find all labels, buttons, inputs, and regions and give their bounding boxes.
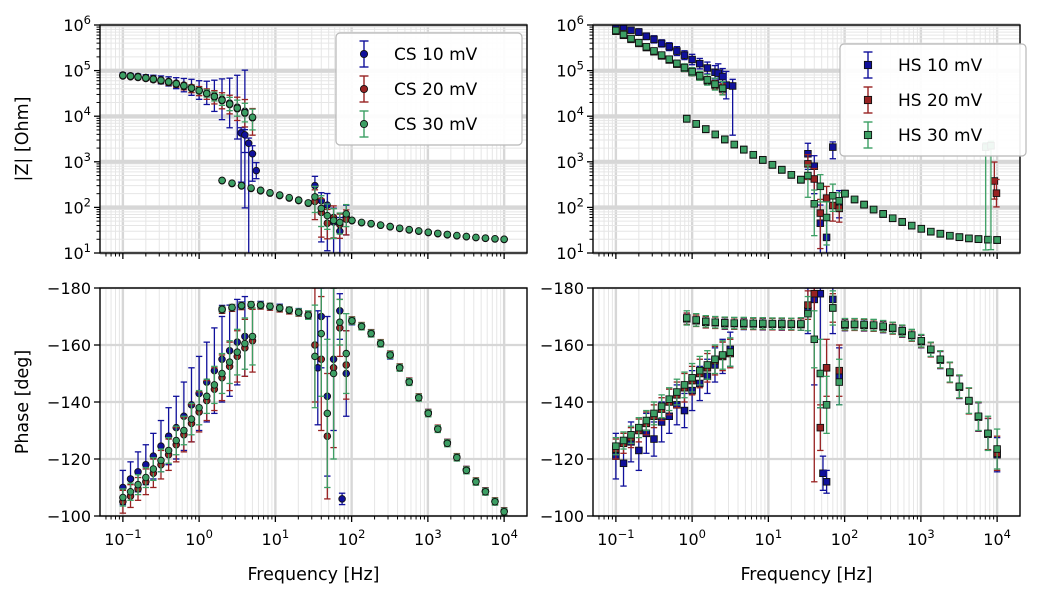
tick-label: 102	[63, 195, 91, 217]
tick-label: 104	[556, 104, 584, 126]
axis-ticks: 106 105 104 103 102 101	[556, 13, 998, 263]
panel-hs_mag: 106 105 104 103 102 101 HS 10 mV HS 20 mV HS 30 …	[556, 13, 1027, 263]
tick-label: 102	[831, 527, 859, 549]
tick-label: −160	[47, 336, 91, 355]
tick-label: −120	[540, 450, 584, 469]
legend-item-label: HS 20 mV	[898, 91, 983, 111]
legend: HS 10 mV HS 20 mV HS 30 mV	[839, 43, 1027, 157]
tick-label: −100	[47, 507, 91, 526]
tick-label: −140	[540, 393, 584, 412]
tick-label: 104	[490, 527, 518, 549]
tick-label: −100	[540, 507, 584, 526]
axis-ticks: 10−1 100 101 102 103 104 −180 −160 −140 −120 −100	[47, 279, 518, 549]
series-cs-30-mv	[119, 288, 508, 516]
tick-label: 102	[338, 527, 366, 549]
legend-item-label: HS 30 mV	[898, 126, 983, 146]
y-axis-label: Phase [deg]	[13, 350, 33, 454]
tick-label: 106	[63, 13, 91, 35]
tick-label: −180	[47, 279, 91, 298]
tick-label: 10−1	[597, 527, 634, 549]
tick-label: 105	[63, 59, 91, 81]
tick-label: 103	[907, 527, 935, 549]
x-axis-label: Frequency [Hz]	[248, 565, 380, 585]
x-axis-label: Frequency [Hz]	[741, 565, 873, 585]
legend-item-label: CS 20 mV	[394, 80, 478, 100]
tick-label: 10−1	[104, 527, 141, 549]
tick-label: 100	[185, 527, 213, 549]
tick-label: 100	[678, 527, 706, 549]
legend-item-label: CS 10 mV	[394, 45, 478, 65]
panel-cs_phase: 10−1 100 101 102 103 104 −180 −160 −140 −120 −100 P…	[13, 279, 528, 585]
axis-ticks: 106 105 104 103 102 101	[63, 13, 505, 263]
series-cs-30-mv	[119, 71, 508, 244]
tick-label: 101	[556, 241, 584, 263]
legend-item-label: HS 10 mV	[898, 56, 983, 76]
tick-label: 103	[63, 150, 91, 172]
tick-label: −160	[540, 336, 584, 355]
panel-hs_phase: 10−1 100 101 102 103 104 −180 −160 −140 −120 −100 F…	[540, 279, 1021, 585]
axes-spine	[99, 24, 528, 254]
tick-label: 101	[63, 241, 91, 263]
tick-label: 104	[63, 104, 91, 126]
tick-label: 101	[755, 527, 783, 549]
legend-item-label: CS 30 mV	[394, 115, 478, 135]
series-hs-30-mv	[612, 290, 1001, 470]
tick-label: 103	[556, 150, 584, 172]
tick-label: 106	[556, 13, 584, 35]
tick-label: 102	[556, 195, 584, 217]
axis-ticks: 10−1 100 101 102 103 104 −180 −160 −140 −120 −100	[540, 279, 1011, 549]
tick-label: 105	[556, 59, 584, 81]
tick-label: −180	[540, 279, 584, 298]
panel-cs_mag: 106 105 104 103 102 101 |Z| [Ohm] CS 10 mV CS 20…	[13, 13, 528, 263]
tick-label: 101	[262, 527, 290, 549]
tick-label: 103	[414, 527, 442, 549]
legend: CS 10 mV CS 20 mV CS 30 mV	[335, 32, 523, 146]
tick-label: −120	[47, 450, 91, 469]
tick-label: −140	[47, 393, 91, 412]
y-axis-label: |Z| [Ohm]	[13, 97, 33, 182]
tick-label: 104	[983, 527, 1011, 549]
